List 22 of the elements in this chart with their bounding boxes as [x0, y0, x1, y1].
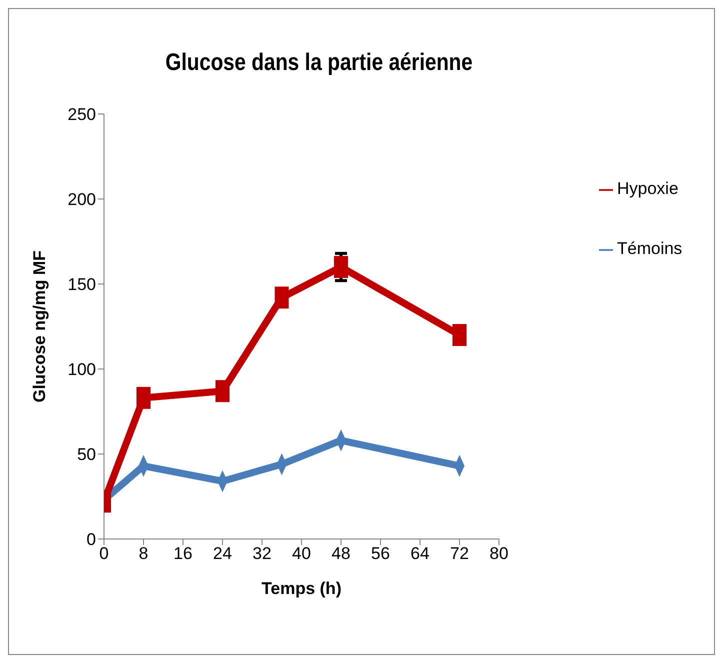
x-tick-label: 0	[99, 544, 109, 564]
chart-title: Glucose dans la partie aérienne	[164, 49, 474, 77]
x-tick-label: 64	[410, 544, 430, 564]
legend-label: Hypoxie	[617, 179, 678, 198]
x-tick-label: 16	[174, 544, 192, 564]
x-tick-label: 80	[490, 544, 508, 564]
y-tick-label: 250	[68, 105, 96, 124]
x-tick-label: 24	[213, 544, 232, 564]
x-axis-title: Temps (h)	[262, 579, 342, 598]
x-tick-label: 72	[450, 544, 469, 564]
legend-label: Témoins	[617, 239, 682, 258]
y-tick-label: 150	[68, 275, 96, 294]
y-tick-label: 100	[68, 360, 96, 380]
y-tick-label: 50	[77, 445, 96, 464]
x-tick-label: 8	[138, 544, 148, 564]
y-tick-label: 200	[68, 190, 96, 210]
x-tick-label: 40	[292, 544, 311, 564]
y-tick-label: 0	[86, 530, 96, 550]
x-tick-label: 56	[371, 544, 390, 564]
x-tick-label: 48	[332, 544, 350, 564]
y-axis-title: Glucose ng/mg MF	[30, 250, 50, 403]
x-tick-label: 32	[252, 544, 272, 564]
